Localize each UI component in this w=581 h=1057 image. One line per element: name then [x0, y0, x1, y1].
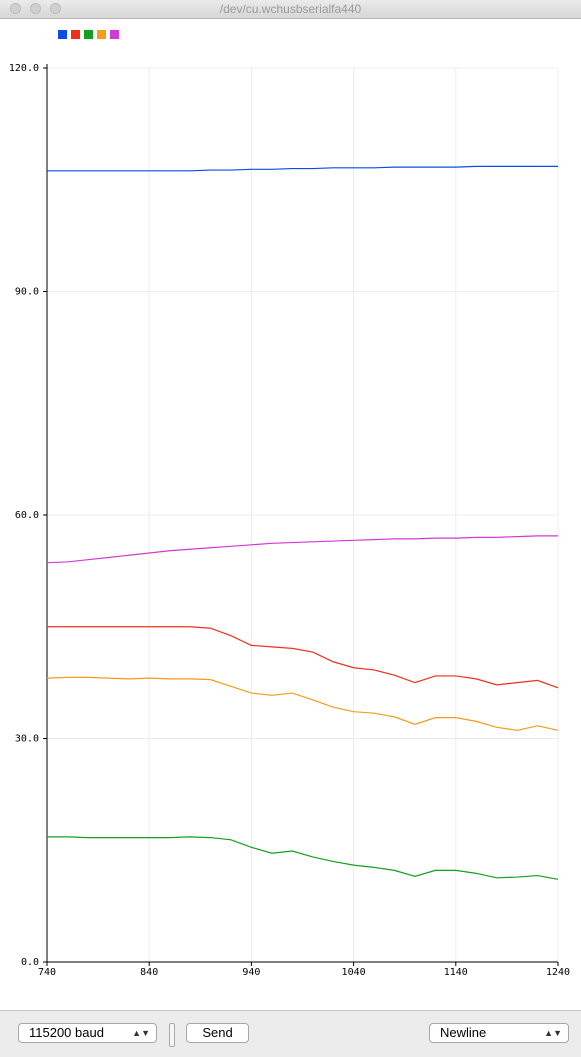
legend-swatch [97, 30, 106, 39]
series-line [47, 626, 559, 689]
y-tick-label: 30.0 [15, 734, 39, 745]
y-tick-label: 0.0 [21, 957, 39, 968]
y-tick-label: 60.0 [15, 510, 39, 521]
zoom-button[interactable] [50, 3, 61, 14]
plot: 0.0 30.0 60.0 90.0 120.0 740 840 940 1040 1140 124… [0, 19, 581, 1010]
legend-swatch [58, 30, 67, 39]
x-tick-label: 940 [242, 967, 260, 978]
divider [169, 1023, 175, 1047]
x-tick-label: 1140 [444, 967, 468, 978]
series-line [47, 165, 558, 172]
legend-swatch [110, 30, 119, 39]
window-title: /dev/cu.wchusbserialfa440 [219, 2, 362, 16]
x-tick-label: 1240 [546, 967, 570, 978]
line-ending-label: Newline [440, 1025, 487, 1040]
legend-swatch [71, 30, 80, 39]
line-ending-select[interactable]: Newline ▲▼ [429, 1023, 569, 1043]
minimize-button[interactable] [30, 3, 41, 14]
select-arrow: ▲▼ [544, 1028, 562, 1038]
baud-select[interactable]: 115200 baud ▲▼ [18, 1023, 157, 1043]
baud-label: 115200 baud [29, 1025, 104, 1040]
close-button[interactable] [10, 3, 21, 14]
series-line [46, 535, 558, 564]
legend-swatch [84, 30, 93, 39]
bottom-bar: 115200 baud ▲▼ Send Newline ▲▼ [0, 1010, 581, 1057]
series-line [46, 676, 559, 731]
send-button[interactable]: Send [186, 1023, 249, 1043]
y-tick-label: 90.0 [15, 287, 39, 298]
send-label: Send [202, 1025, 233, 1040]
x-tick-label: 740 [38, 967, 56, 978]
x-tick-label: 840 [140, 967, 158, 978]
select-arrow: ▲▼ [132, 1028, 150, 1038]
y-tick-label: 120.0 [9, 63, 39, 74]
series-line [47, 836, 559, 880]
x-tick-label: 1040 [342, 967, 366, 978]
title-bar: /dev/cu.wchusbserialfa440 [0, 0, 581, 19]
